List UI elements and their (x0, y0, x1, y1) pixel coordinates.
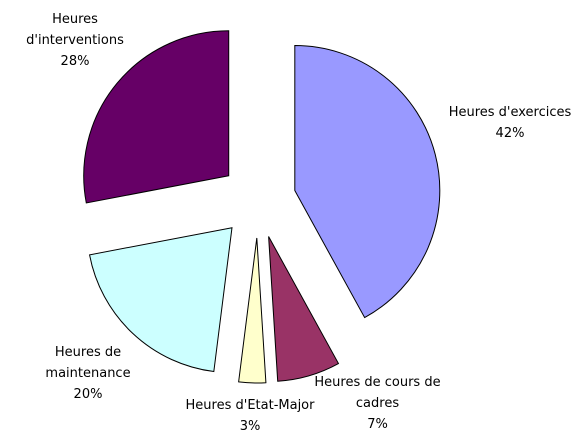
slice-label: Heures de cours de cadres 7% (300, 372, 455, 432)
category-name: Heures d'interventions (26, 12, 124, 48)
slice-label: Heures d'interventions 28% (20, 9, 130, 72)
value-label: 20% (73, 387, 103, 402)
value-label: 7% (367, 417, 388, 432)
pie-slice (83, 30, 230, 204)
value-label: 42% (495, 126, 525, 141)
slice-label: Heures de maintenance 20% (28, 342, 148, 405)
category-name: Heures d'Etat-Major (185, 398, 315, 413)
pie-slice (238, 237, 267, 384)
value-label: 28% (60, 54, 90, 69)
slice-label: Heures d'Etat-Major 3% (170, 395, 330, 432)
value-label: 3% (239, 419, 261, 432)
pie-slice (268, 236, 340, 382)
category-name: Heures d'exercices (448, 105, 572, 120)
slice-label: Heures d'exercices 42% (440, 102, 579, 144)
category-name: Heures de maintenance (45, 345, 131, 381)
pie-slice (294, 45, 441, 319)
pie-slice (88, 227, 233, 373)
category-name: Heures de cours de cadres (314, 375, 441, 411)
